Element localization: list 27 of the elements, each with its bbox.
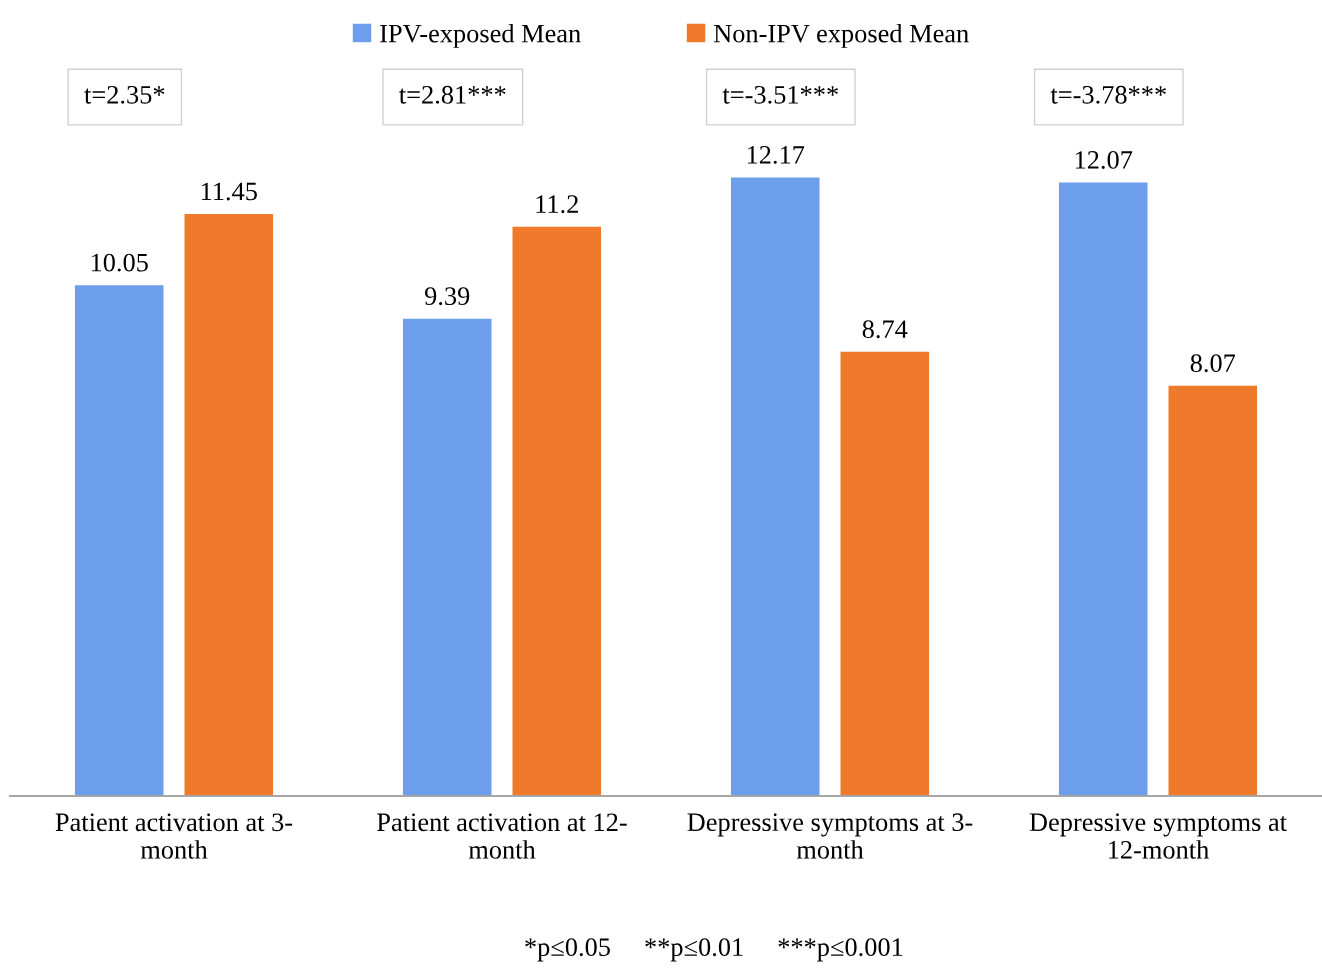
bar: [730, 177, 820, 796]
text: t=-3.51***: [722, 85, 838, 104]
data-label: 8.74: [862, 320, 908, 339]
data-label: 12.17: [747, 145, 805, 164]
bar: [840, 351, 930, 796]
text: t=2.35*: [84, 85, 165, 104]
bar: [1058, 182, 1148, 796]
bar: [512, 226, 602, 796]
x-tick-label: Depressive symptoms at 12-month: [1029, 813, 1287, 859]
text: t=-3.78***: [1050, 85, 1166, 104]
x-tick-label: Patient activation at 12- month: [377, 813, 627, 859]
x-tick-label: Depressive symptoms at 3- month: [687, 813, 973, 859]
data-label: 9.39: [424, 287, 470, 306]
data-label: 10.05: [91, 253, 148, 272]
x-tick-label: Patient activation at 3- month: [55, 813, 293, 859]
data-label: 8.07: [1190, 354, 1236, 373]
legend-label: Non-IPV exposed Mean: [713, 23, 969, 48]
data-label: 11.45: [201, 182, 257, 201]
bar: [402, 318, 492, 796]
text: t=2.81***: [399, 85, 506, 104]
bar: [1168, 385, 1258, 796]
legend-label: IPV-exposed Mean: [380, 23, 581, 48]
data-label: 12.07: [1075, 151, 1133, 169]
bar: [184, 214, 274, 796]
bar: [74, 285, 164, 796]
text: *p≤0.05 **p≤0.01 ***p≤0.001: [525, 938, 903, 962]
data-label: 11.2: [536, 195, 578, 214]
